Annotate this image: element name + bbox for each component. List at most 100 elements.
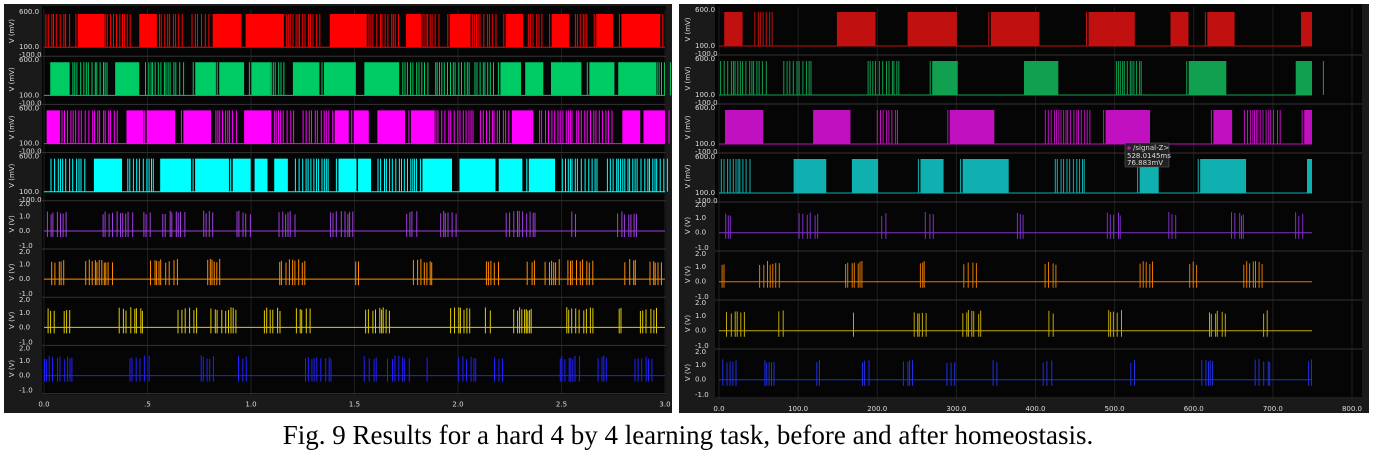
y-axis-label: V (V) [8,311,16,329]
y-tick-label: 1.0 [695,263,706,271]
y-tick-label: 100.0 [695,189,715,197]
y-tick-label: -100.0 [695,99,718,107]
waveform-spikes [45,14,664,48]
waveform-spikes [754,12,1206,46]
y-axis-label: V (mV) [684,115,692,139]
tooltip-marker [1127,146,1131,150]
y-tick-label: 0.0 [695,278,706,286]
y-tick-label: 1.0 [19,261,30,269]
y-tick-label: 100.0 [695,91,715,99]
y-tick-label: 2.0 [695,299,706,307]
y-axis-label: V (mV) [8,115,16,139]
waveform-block [724,110,1312,144]
waveform-spikes [51,258,662,286]
y-tick-label: -1.0 [695,244,709,252]
y-tick-label: 1.0 [19,357,30,365]
y-tick-label: 1.0 [19,212,30,220]
x-tick-label: 800.0 [1342,405,1362,413]
waveform-spikes [726,310,1268,337]
waveform-spikes [876,110,1303,144]
x-tick-label: 0.0 [713,405,724,413]
x-tick-label: 300.0 [946,405,966,413]
waveform-block [93,158,556,192]
waveform-spikes [72,62,671,96]
y-tick-label: -1.0 [19,290,33,298]
waveform-spikes [725,212,1304,239]
y-tick-label: -100.0 [19,196,42,204]
waveform-block [724,12,1312,46]
y-tick-label: 600.0 [19,8,39,16]
y-tick-label: -1.0 [19,338,33,346]
y-tick-label: 1.0 [695,312,706,320]
y-tick-label: 100.0 [695,42,715,50]
y-tick-label: -100.0 [19,99,42,107]
waveform-spikes [720,61,1324,95]
y-tick-label: 2.0 [19,344,30,352]
y-axis-label: V (mV) [684,17,692,41]
caption: Fig. 9 Results for a hard 4 by 4 learnin… [283,420,1094,450]
y-axis-label: V (V) [684,364,692,382]
y-tick-label: 600.0 [19,104,39,112]
y-tick-label: -100.0 [695,50,718,58]
y-axis-label: V (mV) [8,67,16,91]
y-axis-label: V (mV) [8,163,16,187]
y-tick-label: -100.0 [695,197,718,205]
y-tick-label: -100.0 [19,148,42,156]
waveform-block [793,159,1312,193]
y-tick-label: 100.0 [19,43,39,51]
tooltip-x: 528.0145ms [1127,152,1171,160]
y-tick-label: 100.0 [19,91,39,99]
y-tick-label: 2.0 [19,296,30,304]
y-axis-label: V (V) [684,217,692,235]
x-tick-label: 3.0 [659,401,670,409]
x-tick-label: 0.0 [38,401,49,409]
waveform-spikes [46,210,637,237]
waveform-spikes [721,261,1263,288]
y-tick-label: 600.0 [695,153,715,161]
waveform-spikes [61,110,670,144]
y-axis-label: V (mV) [684,66,692,90]
y-tick-label: -100.0 [19,51,42,59]
y-tick-label: 100.0 [695,140,715,148]
x-tick-label: 2.5 [556,401,567,409]
y-tick-label: -1.0 [19,242,33,250]
waveform-spikes [50,158,668,192]
y-tick-label: 0.0 [19,323,30,331]
y-tick-label: 600.0 [695,6,715,14]
tooltip-y: 76.883mV [1127,159,1163,167]
y-tick-label: 2.0 [695,348,706,356]
x-tick-label: 400.0 [1025,405,1045,413]
y-tick-label: 0.0 [19,275,30,283]
waveform-spikes [722,359,1312,386]
y-tick-label: 2.0 [19,200,30,208]
tooltip-box [1124,142,1170,168]
y-axis-label: V (V) [684,266,692,284]
x-tick-label: 1.5 [349,401,360,409]
x-tick-label: 500.0 [1105,405,1125,413]
y-axis-label: V (mV) [8,19,16,43]
x-tick-label: 1.0 [245,401,256,409]
waveform-block [77,14,661,48]
x-tick-label: 2.0 [452,401,463,409]
waveform-spikes [47,307,657,334]
y-tick-label: 600.0 [19,56,39,64]
x-tick-label: 600.0 [1184,405,1204,413]
x-tick-label: 700.0 [1263,405,1283,413]
y-axis-label: V (V) [684,315,692,333]
y-tick-label: 0.0 [19,372,30,380]
y-tick-label: 0.0 [695,229,706,237]
y-tick-label: 2.0 [695,201,706,209]
y-axis-label: V (V) [8,263,16,281]
y-tick-label: 2.0 [695,250,706,258]
y-tick-label: 1.0 [19,309,30,317]
tooltip-name: /signal-Z> [1133,144,1169,152]
y-tick-label: 1.0 [695,361,706,369]
waveform-block [46,110,666,144]
x-tick-label: .5 [144,401,151,409]
y-tick-label: 600.0 [695,55,715,63]
y-tick-label: -1.0 [19,387,33,395]
y-axis-label: V (V) [8,215,16,233]
y-tick-label: -1.0 [695,391,709,399]
